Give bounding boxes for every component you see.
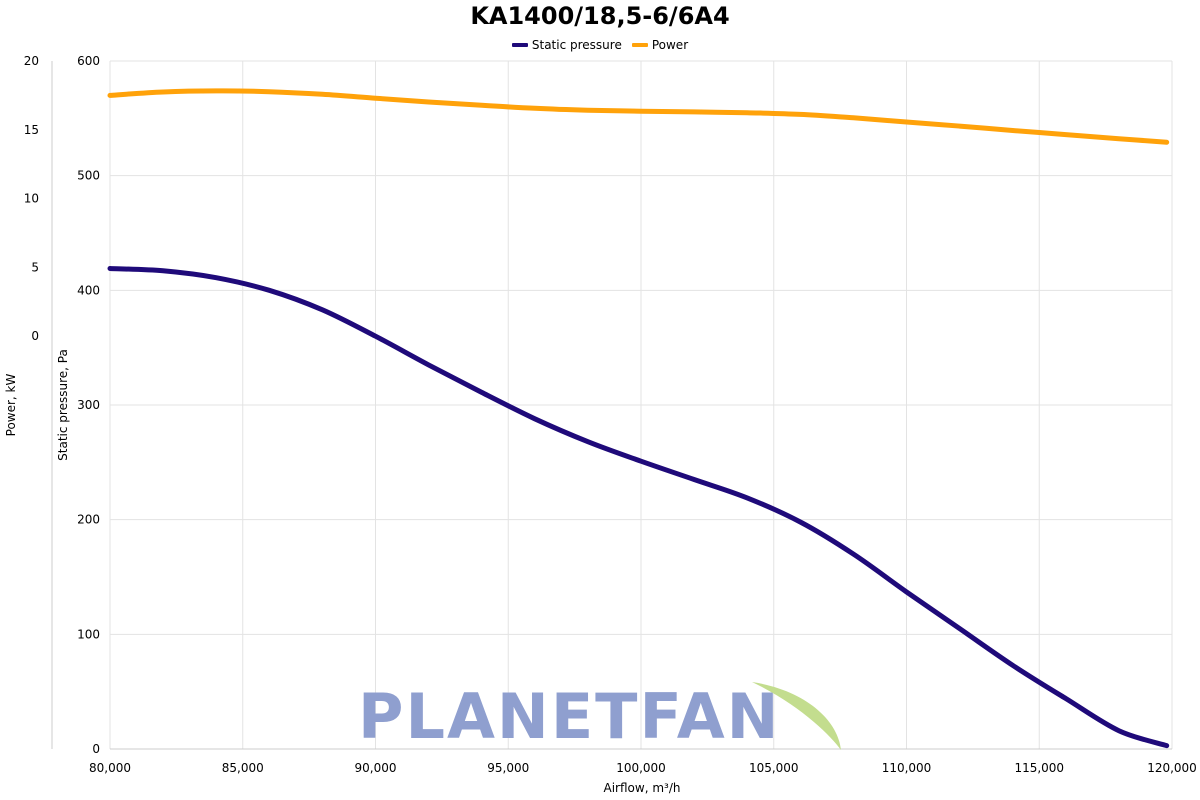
axes xyxy=(51,61,1172,750)
logo-swoosh xyxy=(752,682,841,750)
power-series-line xyxy=(107,88,1170,145)
chart-title: KA1400/18,5-6/6A4 xyxy=(470,2,730,30)
power-tick-label: 10 xyxy=(24,192,39,206)
pressure-tick-label: 200 xyxy=(77,513,100,527)
chart-legend: Static pressure Power xyxy=(0,36,1200,54)
pressure-tick-label: 500 xyxy=(77,169,100,183)
x-tick-label: 85,000 xyxy=(222,761,264,775)
power-axis-title: Power, kW xyxy=(4,373,18,437)
pressure-axis-title: Static pressure, Pa xyxy=(56,349,70,461)
x-tick-label: 105,000 xyxy=(749,761,799,775)
x-tick-label: 110,000 xyxy=(882,761,932,775)
pressure-tick-label: 400 xyxy=(77,283,100,297)
series-lines xyxy=(107,88,1170,749)
tick-labels: 80,000 85,000 90,000 95,000 100,000 105,000 11… xyxy=(24,54,1197,775)
x-axis-title: Airflow, m³/h xyxy=(603,781,681,795)
pressure-tick-label: 100 xyxy=(77,627,100,641)
power-tick-label: 5 xyxy=(31,260,39,274)
legend-label-static-pressure: Static pressure xyxy=(531,38,622,52)
legend-swatch-power xyxy=(631,43,648,47)
x-tick-label: 95,000 xyxy=(487,761,529,775)
pressure-tick-label: 600 xyxy=(77,54,100,68)
legend-item-static-pressure[interactable]: Static pressure xyxy=(511,36,622,54)
pressure-tick-label: 0 xyxy=(92,742,100,756)
grid-lines xyxy=(109,60,1173,750)
legend-item-power[interactable]: Power xyxy=(631,36,689,54)
x-tick-label: 115,000 xyxy=(1014,761,1064,775)
x-tick-label: 80,000 xyxy=(89,761,131,775)
x-tick-label: 120,000 xyxy=(1147,761,1197,775)
static-pressure-series-line xyxy=(107,266,1170,749)
legend-label-power: Power xyxy=(651,38,689,52)
planetfan-logo: PLANETFAN xyxy=(358,680,841,753)
power-tick-label: 20 xyxy=(24,54,39,68)
power-tick-label: 15 xyxy=(24,123,39,137)
logo-text: PLANETFAN xyxy=(358,680,781,753)
power-tick-label: 0 xyxy=(31,329,39,343)
legend-swatch-static-pressure xyxy=(511,43,528,47)
x-tick-label: 100,000 xyxy=(616,761,666,775)
pressure-tick-label: 300 xyxy=(77,398,100,412)
x-tick-label: 90,000 xyxy=(355,761,397,775)
